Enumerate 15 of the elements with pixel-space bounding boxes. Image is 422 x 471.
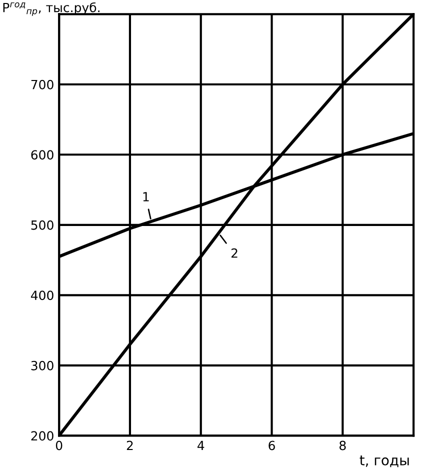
y-tick-label: 200 xyxy=(31,431,54,441)
x-tick-label: 0 xyxy=(56,440,62,450)
y-tick-label: 600 xyxy=(31,150,54,160)
y-tick-label: 300 xyxy=(31,360,54,370)
series-label: 1 xyxy=(143,192,149,202)
y-tick-label: 400 xyxy=(30,290,54,300)
x-tick-label: 4 xyxy=(198,440,204,450)
x-tick-label: 2 xyxy=(126,440,133,450)
y-axis-title: P$^{год}$$_{пр}$, тыс.руб. xyxy=(3,2,100,16)
legend-label: 2 xyxy=(231,248,238,258)
x-axis-title: t, годы xyxy=(360,455,409,468)
y-tick-label: 700 xyxy=(31,80,54,90)
y-tick-label: 500 xyxy=(31,220,54,230)
x-tick-label: 8 xyxy=(340,440,346,450)
x-tick-label: 6 xyxy=(268,440,275,450)
